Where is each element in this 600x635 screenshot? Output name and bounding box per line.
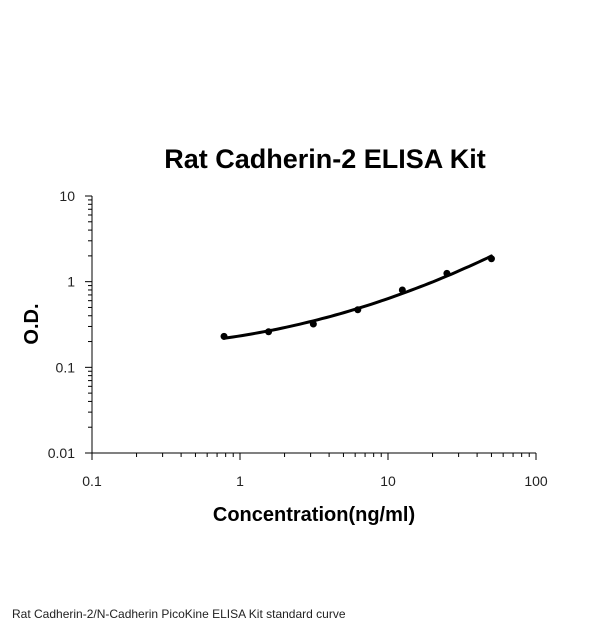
x-tick-label: 10 bbox=[380, 473, 396, 489]
data-point bbox=[487, 255, 495, 263]
fit-curve bbox=[222, 254, 493, 340]
figure-caption: Rat Cadherin-2/N-Cadherin PicoKine ELISA… bbox=[12, 607, 346, 621]
data-point bbox=[309, 320, 317, 328]
data-points bbox=[220, 255, 495, 340]
x-tick-label: 0.1 bbox=[82, 473, 102, 489]
data-point bbox=[443, 269, 451, 277]
chart: Rat Cadherin-2 ELISA Kit Concentration(n… bbox=[21, 144, 548, 526]
x-axis-label: Concentration(ng/ml) bbox=[213, 504, 415, 526]
y-tick-label: 10 bbox=[59, 188, 75, 204]
x-tick-label: 100 bbox=[524, 473, 548, 489]
x-tick-label: 1 bbox=[236, 473, 244, 489]
axes bbox=[85, 195, 537, 460]
data-point bbox=[265, 328, 273, 336]
y-axis-label: O.D. bbox=[21, 303, 43, 344]
y-tick-label: 0.01 bbox=[48, 445, 75, 461]
data-point bbox=[354, 306, 362, 314]
data-point bbox=[220, 332, 228, 340]
chart-title: Rat Cadherin-2 ELISA Kit bbox=[164, 144, 486, 174]
y-tick-label: 1 bbox=[67, 274, 75, 290]
y-tick-labels: 0.01 0.1 1 10 bbox=[48, 188, 75, 461]
x-tick-labels: 0.1 1 10 100 bbox=[82, 473, 548, 489]
y-tick-label: 0.1 bbox=[56, 359, 76, 375]
data-point bbox=[398, 286, 406, 294]
